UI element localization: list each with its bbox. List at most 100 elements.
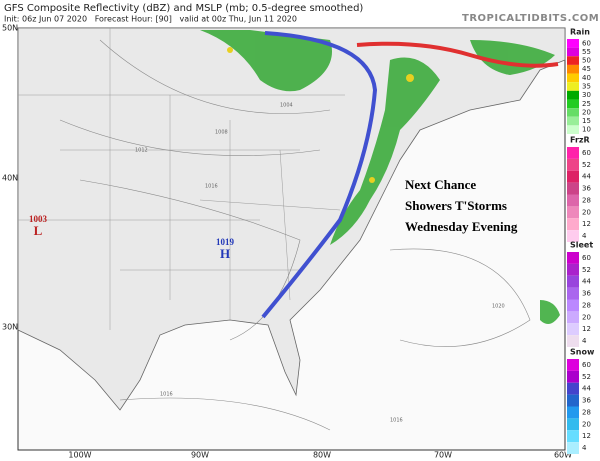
legend-tick: 52	[582, 266, 591, 274]
land	[17, 27, 566, 411]
isobar-label: 1012	[135, 148, 148, 154]
annotation: Showers T'Storms	[405, 198, 507, 213]
isobar-label: 1020	[492, 304, 505, 310]
legend-tick: 25	[582, 100, 591, 108]
legend-swatch	[567, 47, 579, 57]
lon-label: 100W	[68, 451, 91, 460]
isobar-label: 1016	[390, 418, 403, 424]
lon-label: 60W	[554, 451, 572, 460]
annotation: Wednesday Evening	[405, 219, 518, 234]
legend-tick: 52	[582, 161, 591, 169]
legend-tick: 45	[582, 65, 591, 73]
legend-tick: 20	[582, 313, 591, 321]
legend-swatch	[567, 323, 579, 336]
legend-tick: 20	[582, 208, 591, 216]
map	[17, 27, 566, 451]
legend-swatch	[567, 299, 579, 312]
legend-swatch	[567, 406, 579, 419]
legend-title: FrzR	[570, 136, 590, 145]
legend-tick: 50	[582, 57, 591, 65]
precip	[200, 30, 560, 324]
legend-swatch	[567, 158, 579, 171]
legend-tick: 15	[582, 117, 591, 125]
legend-title: Sleet	[570, 241, 593, 250]
legend-tick: 12	[582, 325, 591, 333]
legend-title: Snow	[570, 348, 595, 357]
front-line	[356, 41, 559, 68]
legend-swatch	[567, 39, 579, 48]
legend-swatch	[567, 359, 579, 371]
legend-tick: 36	[582, 290, 591, 298]
legend-tick: 20	[582, 108, 591, 116]
legend-tick: 10	[582, 126, 591, 134]
legend-title: Rain	[570, 28, 590, 37]
legend-swatch	[567, 370, 579, 383]
front-line	[261, 31, 378, 319]
legend-swatch	[567, 335, 579, 347]
legend-swatch	[567, 275, 579, 288]
lon-label: 80W	[313, 451, 331, 460]
legend-tick: 12	[582, 220, 591, 228]
title: GFS Composite Reflectivity (dBZ) and MSL…	[4, 3, 363, 14]
legend-swatch	[567, 64, 579, 74]
legend-swatch	[567, 170, 579, 183]
pressure-center: H	[220, 246, 230, 261]
legend-swatch	[567, 263, 579, 276]
legend-tick: 4	[582, 337, 587, 345]
legend-tick: 60	[582, 149, 591, 157]
subtitle: Init: 06z Jun 07 2020 Forecast Hour: [90…	[4, 15, 297, 24]
legend-swatch	[567, 108, 579, 117]
legend-tick: 44	[582, 278, 591, 286]
legend-swatch	[567, 442, 579, 454]
legend-tick: 36	[582, 397, 591, 405]
legend-tick: 4	[582, 444, 587, 452]
annotation: Next Chance	[405, 177, 476, 192]
legend-tick: 44	[582, 385, 591, 393]
legend-tick: 28	[582, 408, 591, 416]
legend-tick: 28	[582, 301, 591, 309]
legend-swatch	[567, 230, 579, 242]
legend-tick: 44	[582, 173, 591, 181]
legend-swatch	[567, 194, 579, 207]
isobar-label: 1016	[160, 392, 173, 398]
lat-label: 50N	[2, 24, 18, 33]
legend-swatch	[567, 287, 579, 300]
legend-swatch	[567, 90, 579, 100]
borders	[18, 28, 345, 330]
legend-swatch	[567, 311, 579, 324]
legend-swatch	[567, 99, 579, 109]
legend-swatch	[567, 394, 579, 407]
lat-label: 30N	[2, 323, 18, 332]
legend-tick: 35	[582, 83, 591, 91]
legend-swatch	[567, 182, 579, 195]
legend-tick: 20	[582, 420, 591, 428]
legend-tick: 36	[582, 185, 591, 193]
legend-tick: 28	[582, 196, 591, 204]
legend-swatch	[567, 147, 579, 159]
pressure-center: L	[34, 223, 43, 238]
legend-tick: 60	[582, 39, 591, 47]
legend-tick: 60	[582, 254, 591, 262]
precip-core	[227, 47, 414, 183]
legend-swatch	[567, 252, 579, 264]
legend-tick: 12	[582, 432, 591, 440]
legend-swatch	[567, 73, 579, 83]
legend-tick: 40	[582, 74, 591, 82]
watermark: TROPICALTIDBITS.COM	[462, 13, 599, 24]
pressure-value: 1003	[29, 214, 48, 224]
legend-swatch	[567, 382, 579, 395]
legend-swatch	[567, 430, 579, 443]
legend-swatch	[567, 206, 579, 219]
legend-tick: 60	[582, 361, 591, 369]
legend-swatch	[567, 125, 579, 134]
isobar-label: 1016	[205, 184, 218, 190]
isobar-label: 1004	[280, 103, 293, 109]
legend-tick: 30	[582, 91, 591, 99]
isobar-label: 1008	[215, 130, 228, 136]
legend-swatch	[567, 116, 579, 126]
legend-swatch	[567, 82, 579, 91]
isobar-lines	[59, 39, 531, 431]
legend-swatch	[567, 218, 579, 231]
lon-label: 70W	[434, 451, 452, 460]
